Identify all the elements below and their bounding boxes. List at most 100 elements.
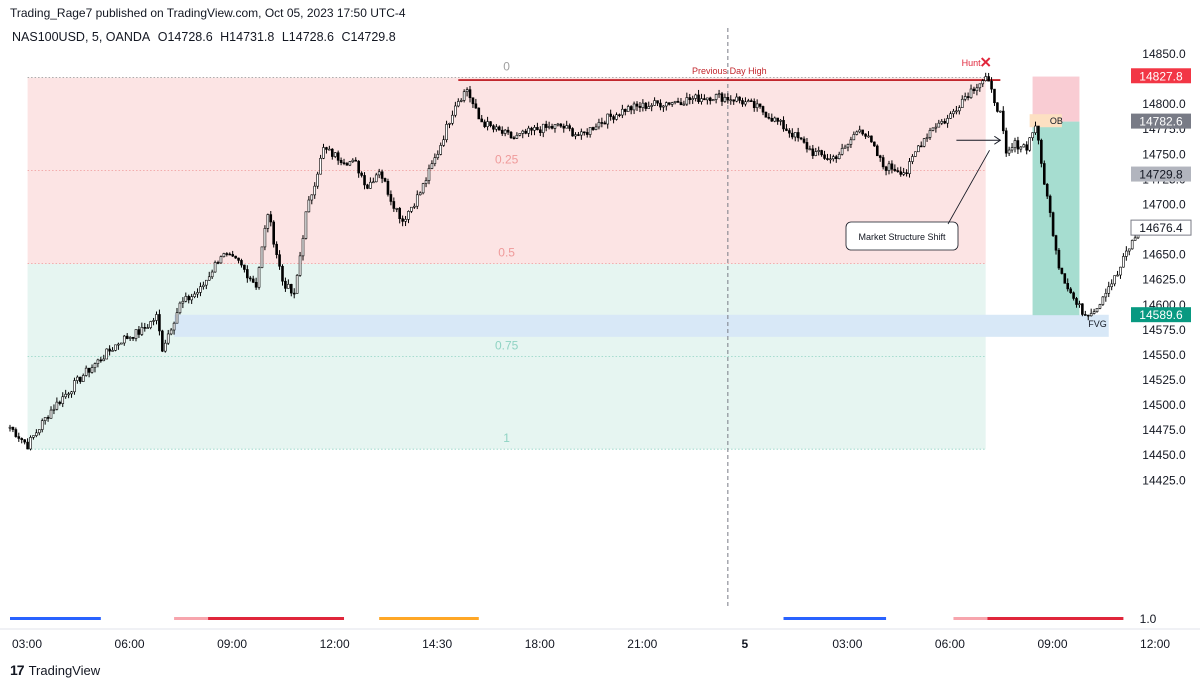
- candle: [140, 322, 144, 336]
- candle: [694, 93, 697, 102]
- candle: [49, 406, 53, 419]
- candle-body: [495, 126, 498, 130]
- candle-body: [638, 105, 642, 108]
- candle: [184, 292, 188, 303]
- candle: [1045, 182, 1049, 200]
- session-bar-segment: [379, 617, 479, 620]
- candle: [717, 89, 721, 98]
- candle-body: [29, 437, 32, 450]
- symbol-info[interactable]: NAS100USD, 5, OANDA: [12, 30, 151, 44]
- candle-body: [641, 102, 645, 108]
- candle-body: [1110, 283, 1113, 288]
- candle-body: [541, 123, 545, 133]
- candle: [685, 92, 689, 106]
- candle: [1057, 248, 1061, 270]
- candle-body: [1001, 110, 1005, 132]
- candle-body: [703, 98, 706, 101]
- candle-body: [1016, 140, 1020, 150]
- candle: [612, 114, 615, 124]
- candle-body: [817, 150, 820, 152]
- candle: [410, 206, 413, 214]
- candle-body: [553, 124, 557, 129]
- candle: [916, 144, 920, 153]
- candle: [741, 97, 744, 107]
- candle-body: [919, 145, 923, 148]
- candle-body: [946, 118, 949, 124]
- y-tick-label: 14525.0: [1142, 373, 1186, 387]
- candle: [424, 177, 428, 188]
- candle-body: [166, 333, 170, 344]
- candle-body: [1037, 125, 1040, 141]
- candle: [782, 116, 785, 132]
- candle: [911, 154, 914, 165]
- candle: [544, 120, 548, 132]
- candle-body: [102, 358, 106, 362]
- ohlc-close: C14729.8: [341, 30, 396, 44]
- candle: [993, 88, 996, 106]
- candle: [471, 97, 475, 108]
- fib-label-0: 0: [503, 60, 510, 74]
- symbol-ohlc-line: NAS100USD, 5, OANDA O14728.6 H14731.8 L1…: [12, 30, 400, 44]
- candle: [240, 258, 243, 268]
- candle-body: [480, 118, 484, 123]
- candle-body: [755, 103, 759, 109]
- candle: [1095, 307, 1099, 313]
- candle: [313, 182, 317, 199]
- candle-body: [1019, 146, 1023, 150]
- candle: [117, 342, 120, 350]
- x-tick-label: 14:30: [422, 637, 452, 651]
- candle: [873, 141, 876, 147]
- candle: [58, 400, 62, 406]
- candle-body: [407, 211, 410, 220]
- candle: [1122, 253, 1125, 268]
- candle-body: [120, 342, 123, 345]
- candle: [958, 105, 961, 115]
- session-bar-segment: [953, 617, 988, 620]
- candle-body: [659, 102, 662, 108]
- candle: [480, 114, 484, 123]
- candle-body: [486, 121, 489, 127]
- candle: [940, 118, 944, 126]
- candle-body: [289, 283, 293, 294]
- candle: [456, 98, 460, 108]
- candle-body: [782, 120, 785, 130]
- candle: [881, 154, 885, 170]
- candle-body: [966, 96, 970, 98]
- candle: [281, 264, 284, 286]
- candle: [565, 120, 569, 129]
- candle-body: [11, 426, 15, 430]
- candle-body: [257, 267, 261, 288]
- candle: [905, 169, 908, 177]
- candle-body: [738, 96, 741, 101]
- take-profit-zone: [1032, 121, 1080, 316]
- candle: [1063, 273, 1067, 284]
- candle: [143, 322, 147, 332]
- candle: [1037, 125, 1040, 145]
- candle: [137, 326, 141, 338]
- candle-body: [275, 243, 278, 255]
- candle: [301, 235, 305, 261]
- candle: [266, 213, 270, 233]
- candle: [386, 178, 390, 197]
- candle: [105, 348, 108, 360]
- candle-body: [114, 344, 117, 351]
- candle-body: [1057, 249, 1061, 269]
- candle-body: [210, 271, 214, 278]
- candle-body: [840, 148, 844, 155]
- candle-body: [351, 159, 355, 162]
- candle: [163, 339, 167, 353]
- candle: [307, 196, 311, 213]
- candle: [1089, 308, 1093, 317]
- candle: [726, 93, 730, 104]
- price-label-box: [1131, 113, 1191, 129]
- candle: [219, 255, 223, 264]
- candle-body: [1081, 303, 1084, 315]
- candle-body: [793, 132, 797, 138]
- candle-body: [333, 152, 337, 157]
- candle-body: [1084, 314, 1087, 316]
- candle: [474, 98, 478, 109]
- candle-body: [955, 110, 958, 113]
- candle-body: [747, 100, 750, 103]
- fib-label-1: 0.25: [495, 152, 519, 166]
